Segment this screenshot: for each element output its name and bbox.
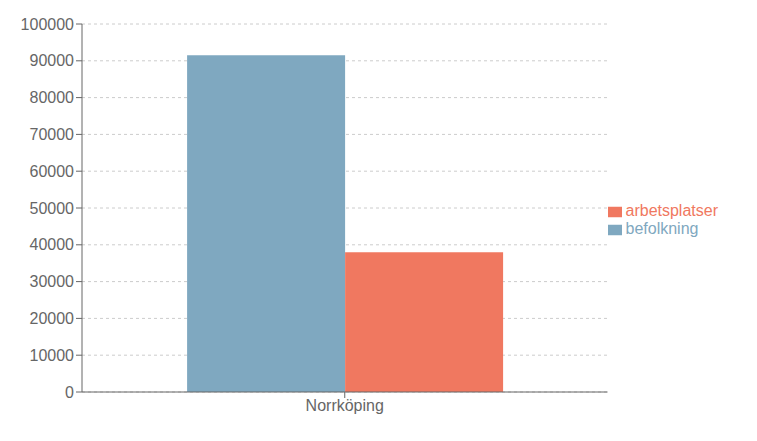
svg-text:70000: 70000	[30, 126, 75, 143]
svg-text:90000: 90000	[30, 52, 75, 69]
svg-text:30000: 30000	[30, 273, 75, 290]
svg-text:50000: 50000	[30, 200, 75, 217]
svg-text:Norrköping: Norrköping	[306, 397, 384, 414]
svg-text:10000: 10000	[30, 347, 75, 364]
svg-text:80000: 80000	[30, 89, 75, 106]
html-text:arbetsplatser: arbetsplatser	[625, 202, 718, 219]
svg-text:20000: 20000	[30, 310, 75, 327]
svg-text:100000: 100000	[21, 16, 74, 33]
svg-text:60000: 60000	[30, 163, 75, 180]
svg-text:40000: 40000	[30, 236, 75, 253]
html-text:befolkning: befolkning	[625, 220, 699, 237]
svg-text:0: 0	[65, 384, 74, 401]
